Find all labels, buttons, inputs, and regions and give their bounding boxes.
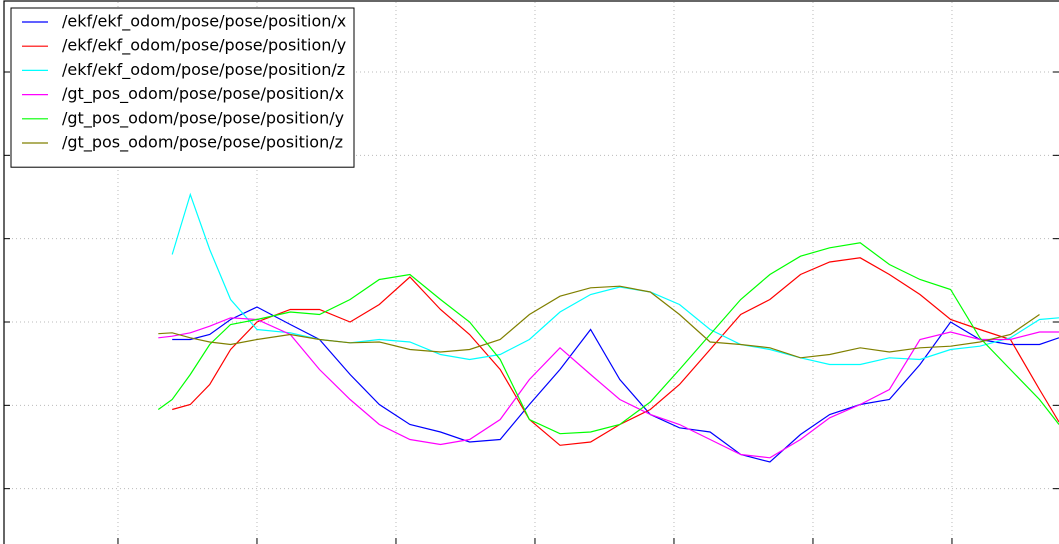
legend: /ekf/ekf_odom/pose/pose/position/x/ekf/e…	[10, 7, 355, 168]
legend-label: /gt_pos_odom/pose/pose/position/y	[62, 108, 344, 128]
legend-box	[10, 7, 355, 168]
series-line	[171, 192, 1059, 366]
series-line	[158, 317, 1059, 459]
legend-label: /gt_pos_odom/pose/pose/position/x	[62, 84, 344, 104]
grid	[4, 2, 1059, 544]
plot-frame	[3, 0, 1059, 544]
legend-label: /ekf/ekf_odom/pose/pose/position/z	[62, 60, 345, 80]
series-line	[157, 242, 1059, 435]
series-line	[172, 306, 1059, 463]
series-line	[172, 257, 1059, 446]
legend-label: /ekf/ekf_odom/pose/pose/position/y	[62, 36, 346, 56]
legend-label: /ekf/ekf_odom/pose/pose/position/x	[62, 12, 346, 32]
legend-label: /gt_pos_odom/pose/pose/position/z	[62, 133, 343, 153]
plot-lines	[157, 192, 1059, 463]
series-line	[158, 285, 1040, 359]
